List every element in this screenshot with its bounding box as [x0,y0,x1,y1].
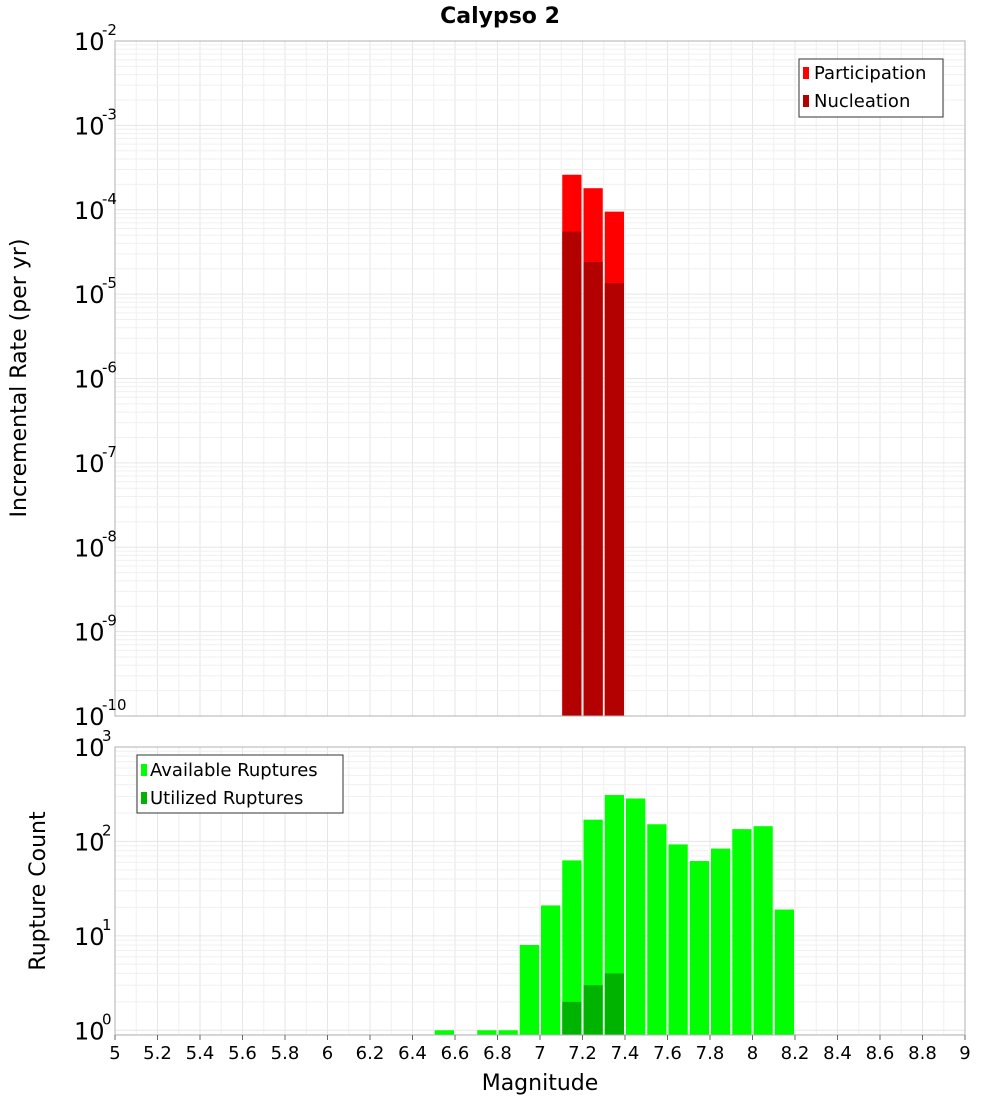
rate-panel-frame [114,40,966,717]
bar-available-ruptures-m7.55 [647,824,667,1035]
bar-available-ruptures-m7.05 [541,905,561,1035]
bar-available-ruptures-m6.85 [498,1030,518,1035]
legend-label-utilized: Utilized Ruptures [150,788,303,809]
y-tick-exponent: 2 [102,821,112,839]
y-tick-exponent: -6 [102,359,117,377]
bar-utilized-ruptures-m7.25 [583,985,603,1035]
legend-frame [798,58,944,118]
y-tick-exponent: -7 [102,443,117,461]
y-tick-label: 10 [74,828,105,856]
legend-swatch-utilized [141,792,147,804]
legend-label-nucleation: Nucleation [814,91,910,112]
bar-utilized-ruptures-m7.15 [562,1001,582,1035]
count-panel-grid [114,747,966,1036]
bar-nucleation-m7.35 [604,283,624,716]
count-panel-bars [434,795,794,1035]
rate-panel-ylabel: Incremental Rate (per yr) [7,239,32,518]
x-tick-label: 6.2 [356,1043,385,1064]
x-tick-label: 5.6 [228,1043,257,1064]
y-tick-exponent: 1 [102,916,112,934]
bar-available-ruptures-m6.55 [434,1030,454,1035]
bar-available-ruptures-m7.65 [668,844,688,1035]
bar-available-ruptures-m8.05 [753,826,773,1035]
y-tick-exponent: -9 [102,612,117,630]
x-tick-label: 6.6 [441,1043,470,1064]
y-tick-label: 10 [74,197,105,225]
y-tick-label: 10 [74,923,105,951]
bar-available-ruptures-m7.85 [711,848,731,1035]
rate-panel-bars [562,174,624,717]
bar-available-ruptures-m7.15 [562,860,582,1035]
bar-nucleation-m7.15 [562,231,582,716]
bar-available-ruptures-m8.15 [774,909,794,1035]
y-tick-exponent: -4 [102,190,117,208]
legend-label-available: Available Ruptures [150,760,318,781]
bar-available-ruptures-m6.75 [477,1030,497,1035]
y-tick-label: 10 [74,534,105,562]
legend-label-participation: Participation [814,63,926,84]
y-tick-exponent: 0 [102,1010,112,1028]
x-tick-label: 7 [534,1043,545,1064]
legend-swatch-available [141,764,147,776]
y-tick-exponent: -10 [102,696,127,714]
y-tick-label: 10 [74,734,105,762]
x-tick-label: 8.4 [823,1043,852,1064]
chart-title: Calypso 2 [440,4,560,29]
x-tick-label: 6.4 [398,1043,427,1064]
y-tick-label: 10 [74,703,105,731]
legend-swatch-nucleation [803,95,809,107]
x-tick-label: 7.8 [696,1043,725,1064]
bar-available-ruptures-m7.75 [689,861,709,1035]
y-tick-exponent: -5 [102,274,117,292]
bar-utilized-ruptures-m7.35 [604,973,624,1035]
legend-swatch-participation [803,67,809,79]
y-tick-label: 10 [74,450,105,478]
bar-available-ruptures-m7.95 [732,829,752,1035]
x-tick-label: 7.4 [611,1043,640,1064]
x-tick-label: 5.4 [186,1043,215,1064]
count-panel-ylabel: Rupture Count [26,811,51,971]
count-panel-legend: Available Ruptures Utilized Ruptures [136,754,344,814]
x-tick-label: 7.2 [568,1043,597,1064]
x-tick-label: 8.6 [866,1043,895,1064]
x-tick-label: 8.2 [781,1043,810,1064]
x-tick-label: 5 [109,1043,120,1064]
x-tick-label: 5.8 [271,1043,300,1064]
x-axis-label: Magnitude [482,1071,599,1096]
x-tick-label: 7.6 [653,1043,682,1064]
bar-nucleation-m7.25 [583,262,603,716]
legend-frame [136,754,344,814]
rate-panel-grid [114,41,966,717]
y-tick-exponent: -2 [102,21,117,39]
y-tick-exponent: -8 [102,527,117,545]
y-tick-label: 10 [74,1017,105,1045]
y-tick-label: 10 [74,112,105,140]
x-tick-label: 8.8 [908,1043,937,1064]
x-tick-label: 6.8 [483,1043,512,1064]
y-tick-label: 10 [74,28,105,56]
x-tick-label: 8 [747,1043,758,1064]
bar-available-ruptures-m7.45 [626,798,646,1035]
y-tick-label: 10 [74,281,105,309]
bar-available-ruptures-m7.25 [583,819,603,1035]
x-tick-label: 5.2 [143,1043,172,1064]
y-tick-exponent: 3 [102,727,112,745]
y-tick-exponent: -3 [102,105,117,123]
x-tick-label: 9 [959,1043,970,1064]
rate-panel-legend: Participation Nucleation [798,58,944,118]
y-tick-label: 10 [74,366,105,394]
x-tick-label: 6 [322,1043,333,1064]
bar-available-ruptures-m6.95 [519,945,539,1035]
x-axis-ticks: 5 5.2 5.4 5.6 5.8 6 6.2 6.4 6.6 6.8 7 7.2 7.4 7.6 7.8 8… [109,1035,971,1064]
y-tick-label: 10 [74,619,105,647]
